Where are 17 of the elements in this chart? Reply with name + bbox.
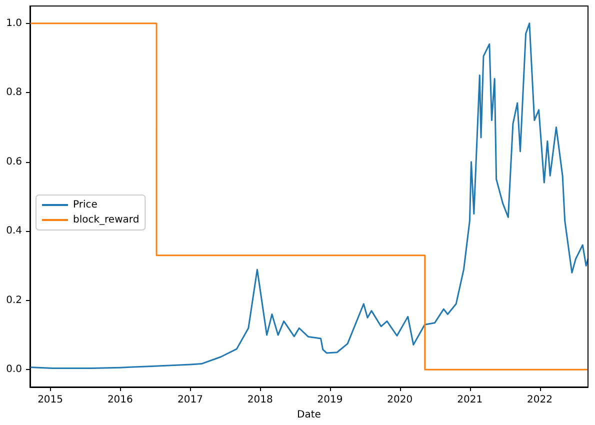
y-tick-label: 0.0 [6, 364, 22, 376]
x-tick-label: 2019 [317, 394, 343, 406]
x-tick-label: 2017 [177, 394, 203, 406]
legend-label: block_reward [73, 214, 140, 226]
x-tick-label: 2022 [527, 394, 552, 406]
y-tick-label: 0.4 [6, 226, 22, 237]
y-tick-label: 0.6 [6, 156, 22, 168]
x-axis-title: Date [297, 409, 321, 420]
x-tick-label: 2016 [107, 394, 133, 406]
x-tick-label: 2021 [457, 394, 483, 406]
y-tick-label: 0.2 [6, 294, 22, 306]
x-tick-label: 2015 [38, 394, 64, 406]
x-tick-label: 2018 [247, 394, 273, 406]
y-tick-label: 1.0 [6, 18, 22, 29]
y-tick-label: 0.8 [6, 87, 22, 98]
legend-label: Price [73, 200, 98, 210]
x-tick-label: 2020 [387, 394, 413, 406]
